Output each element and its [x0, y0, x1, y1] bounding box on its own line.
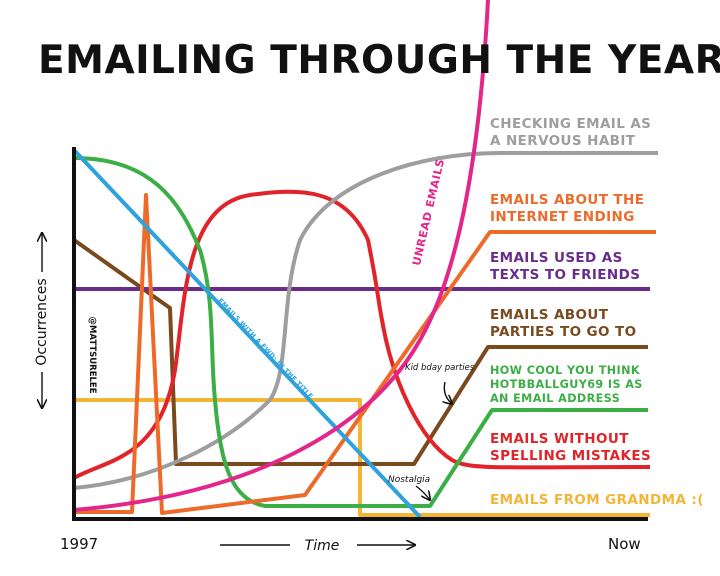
x-axis-label: Time — [305, 538, 340, 554]
fwd-emails-label: EMAILS WITH A FWD: IN THE TITLE — [216, 297, 315, 401]
series-line-fwd — [72, 148, 422, 519]
annotation-arrow-kid-bday — [444, 381, 452, 404]
series-line-internet-ending — [74, 193, 656, 515]
series-line-spelling — [72, 189, 651, 480]
series-line-nervous — [73, 151, 658, 490]
legend-label-nervous: CHECKING EMAIL AS A NERVOUS HABIT — [490, 116, 652, 149]
series-line-parties — [72, 238, 648, 466]
series-line-unread — [73, 0, 490, 512]
annotation-kid-bday-parties: Kid bday parties — [405, 363, 475, 373]
x-end-label: Now — [608, 535, 641, 553]
x-start-label: 1997 — [60, 535, 98, 553]
legend-label-parties: EMAILS ABOUT PARTIES TO GO TO — [490, 307, 637, 340]
legend-label-hotball: HOW COOL YOU THINK HOTBBALLGUY69 IS AS A… — [490, 364, 643, 405]
unread-emails-label: UNREAD EMAILS — [410, 157, 447, 267]
series-line-hotball — [73, 156, 648, 508]
annotation-nostalgia: Nostalgia — [388, 475, 430, 485]
legend-label-grandma: EMAILS FROM GRANDMA :( — [490, 492, 704, 508]
chart-title: EMAILING THROUGH THE YEARS — [38, 38, 720, 83]
y-axis-label: Occurrences — [34, 278, 50, 365]
annotation-arrow-nostalgia — [415, 485, 430, 500]
legend-label-spelling: EMAILS WITHOUT SPELLING MISTAKES — [490, 431, 652, 464]
legend-label-texts: EMAILS USED AS TEXTS TO FRIENDS — [490, 250, 641, 283]
credit-label: @MATTSURELEE — [87, 316, 97, 393]
legend-label-internet-ending: EMAILS ABOUT THE INTERNET ENDING — [490, 192, 645, 225]
